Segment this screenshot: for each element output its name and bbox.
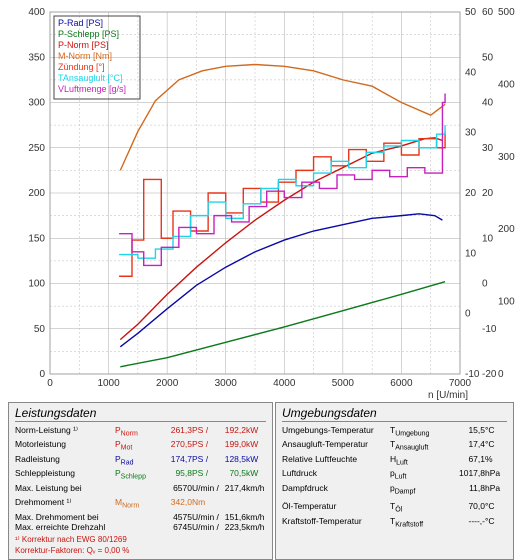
data-row: Drehmoment ¹⁾MNorm342,0 Nm bbox=[15, 497, 266, 511]
svg-text:250: 250 bbox=[28, 143, 45, 154]
svg-text:100: 100 bbox=[498, 297, 515, 308]
footnote-1: ¹⁾ Korrektur nach EWG 80/1269 bbox=[15, 535, 266, 544]
right-rows: Umgebungs-TemperaturTUmgebung15,5 °CAnsa… bbox=[282, 425, 507, 530]
data-row: Relative LuftfeuchteHLuft67,1 % bbox=[282, 454, 507, 468]
svg-text:200: 200 bbox=[28, 188, 45, 199]
data-row: LuftdruckpLuft1017,8 hPa bbox=[282, 468, 507, 482]
svg-text:350: 350 bbox=[28, 52, 45, 63]
svg-text:1000: 1000 bbox=[97, 378, 120, 389]
svg-text:10: 10 bbox=[465, 248, 477, 259]
data-row: SchleppleistungPSchlepp95,8 PS /70,5 kW bbox=[15, 468, 266, 482]
svg-text:0: 0 bbox=[498, 369, 504, 380]
svg-text:200: 200 bbox=[498, 224, 515, 235]
svg-text:-10: -10 bbox=[482, 324, 497, 335]
series-p_schlepp bbox=[120, 282, 445, 367]
left-panel-title: Leistungsdaten bbox=[15, 406, 266, 422]
svg-text:0: 0 bbox=[482, 279, 488, 290]
data-row: Max. Leistung bei6570 U/min /217,4 km/h bbox=[15, 483, 266, 494]
left-rows: Norm-Leistung ¹⁾PNorm261,3 PS /192,2 kWM… bbox=[15, 425, 266, 533]
data-row: RadleistungPRad174,7 PS /128,5 kW bbox=[15, 454, 266, 468]
svg-text:-10: -10 bbox=[465, 369, 480, 380]
data-row: DampfdruckpDampf11,8 hPa bbox=[282, 483, 507, 497]
svg-text:50: 50 bbox=[34, 324, 46, 335]
svg-text:500: 500 bbox=[498, 7, 515, 18]
umgebungsdaten-panel: Umgebungsdaten Umgebungs-TemperaturTUmge… bbox=[275, 402, 514, 560]
data-row: Öl-TemperaturTÖl70,0 °C bbox=[282, 501, 507, 515]
legend-item: P-Schlepp [PS] bbox=[58, 29, 119, 39]
svg-text:20: 20 bbox=[482, 188, 494, 199]
legend-item: TAnsauglult [°C] bbox=[58, 73, 122, 83]
data-row: Umgebungs-TemperaturTUmgebung15,5 °C bbox=[282, 425, 507, 439]
svg-text:150: 150 bbox=[28, 233, 45, 244]
svg-text:50: 50 bbox=[482, 52, 494, 63]
svg-text:10: 10 bbox=[482, 233, 494, 244]
svg-text:50: 50 bbox=[465, 7, 477, 18]
svg-text:6000: 6000 bbox=[390, 378, 413, 389]
svg-text:0: 0 bbox=[465, 309, 471, 320]
data-row: Max. erreichte Drehzahl6745 U/min /223,5… bbox=[15, 522, 266, 533]
svg-text:30: 30 bbox=[482, 143, 494, 154]
svg-text:40: 40 bbox=[465, 67, 477, 78]
svg-text:0: 0 bbox=[47, 378, 53, 389]
svg-text:20: 20 bbox=[465, 188, 477, 199]
series-zuend bbox=[119, 131, 445, 276]
svg-text:30: 30 bbox=[465, 128, 477, 139]
legend-item: P-Rad [PS] bbox=[58, 18, 103, 28]
svg-text:300: 300 bbox=[498, 152, 515, 163]
footnote-2: Korrektur-Faktoren: Qᵥ = 0,00 % bbox=[15, 546, 266, 555]
svg-text:60: 60 bbox=[482, 7, 494, 18]
data-row: MotorleistungPMot270,5 PS /199,0 kW bbox=[15, 439, 266, 453]
leistungsdaten-panel: Leistungsdaten Norm-Leistung ¹⁾PNorm261,… bbox=[8, 402, 273, 560]
dyno-chart: 0100020003000400050006000700005010015020… bbox=[0, 0, 517, 400]
legend-item: P-Norm [PS] bbox=[58, 40, 109, 50]
svg-text:5000: 5000 bbox=[332, 378, 355, 389]
legend-item: Zündung [°] bbox=[58, 62, 105, 72]
data-row: Ansaugluft-TemperaturTAnsaugluft17,4 °C bbox=[282, 439, 507, 453]
svg-text:100: 100 bbox=[28, 279, 45, 290]
svg-text:40: 40 bbox=[482, 98, 494, 109]
svg-text:300: 300 bbox=[28, 98, 45, 109]
series-p_rad bbox=[120, 214, 442, 347]
data-row: Kraftstoff-TemperaturTKraftstoff----,- °… bbox=[282, 516, 507, 530]
data-row: Norm-Leistung ¹⁾PNorm261,3 PS /192,2 kW bbox=[15, 425, 266, 439]
svg-text:400: 400 bbox=[498, 79, 515, 90]
right-panel-title: Umgebungsdaten bbox=[282, 406, 507, 422]
svg-text:0: 0 bbox=[39, 369, 45, 380]
svg-text:4000: 4000 bbox=[273, 378, 296, 389]
data-row: Max. Drehmoment bei4575 U/min /151,6 km/… bbox=[15, 512, 266, 523]
svg-text:3000: 3000 bbox=[215, 378, 238, 389]
legend-item: VLuftmenge [g/s] bbox=[58, 84, 126, 94]
svg-text:n [U/min]: n [U/min] bbox=[428, 390, 468, 400]
svg-text:-20: -20 bbox=[482, 369, 497, 380]
svg-text:400: 400 bbox=[28, 7, 45, 18]
svg-text:2000: 2000 bbox=[156, 378, 179, 389]
series-m_norm bbox=[120, 64, 445, 170]
legend-item: M-Norm [Nm] bbox=[58, 51, 112, 61]
